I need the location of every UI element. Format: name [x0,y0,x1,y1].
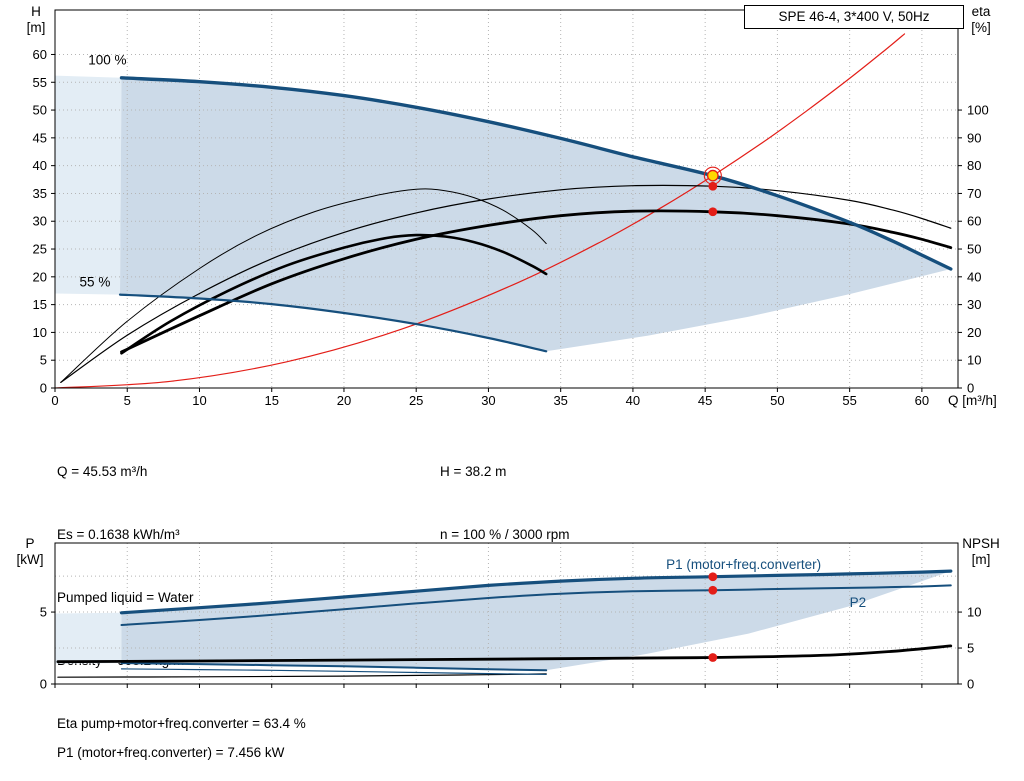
x-tick-label: 55 [842,393,856,408]
y-left-axis-title: [kW] [17,552,44,567]
y-right-tick-label: 50 [967,242,981,257]
p1-point [708,572,718,582]
eta-pump-curve-55 [60,188,547,383]
power-envelope-below-min-flow [55,612,122,664]
y-left-tick-label: 30 [33,214,47,229]
y-left-tick-label: 40 [33,158,47,173]
duty-point-ring [703,166,722,185]
npsh-point [708,653,718,662]
system-curve [54,33,906,389]
eta-pump-curve-100 [60,184,952,383]
x-tick-label: 35 [553,393,567,408]
operating-envelope [120,77,951,352]
y-left-tick-label: 5 [40,605,47,620]
y-right-tick-label: 100 [967,103,989,118]
duty-point[interactable] [706,169,719,182]
y-left-tick-label: 35 [33,186,47,201]
y-right-tick-label: 0 [967,381,974,396]
pump-curve-55 [118,293,548,353]
y-right-axis-title: eta [972,4,991,19]
y-left-tick-label: 0 [40,677,47,692]
y-left-tick-label: 45 [33,130,47,145]
p2-curve-55 [120,668,547,675]
x-tick-label: 0 [51,393,58,408]
x-axis-title: Q [m³/h] [948,393,997,408]
pump-title-box: SPE 46-4, 3*400 V, 50Hz [744,5,964,29]
power-operating-envelope [121,571,951,671]
y-right-tick-label: 30 [967,297,981,312]
info-q: Q = 45.53 m³/h [57,464,148,479]
p1-curve [119,569,953,615]
y-right-tick-label: 20 [967,325,981,340]
info-h: H = 38.2 m [440,464,507,479]
eta-total-curve-55 [120,233,548,355]
y-left-tick-label: 0 [40,381,47,396]
speed-label-55: 55 % [80,274,111,289]
y-right-tick-label: 10 [967,353,981,368]
power-npsh-chart: 0 5 0 5 10 P[kW] NPSH[m] P1 (motor+freq.convert… [17,536,1000,692]
y-left-tick-label: 20 [33,269,47,284]
y-right-tick-label: 60 [967,214,981,229]
plot-frame [54,542,959,685]
x-tick-label: 30 [481,393,495,408]
y-left-tick-label: 15 [33,297,47,312]
x-tick-label: 5 [124,393,131,408]
y-right-tick-label: 0 [967,677,974,692]
y-left-axis-title: H [31,4,41,19]
x-tick-label: 60 [915,393,929,408]
info-eta-total: Eta pump+motor+freq.converter = 63.4 % [57,716,306,731]
p2-curve [120,584,952,626]
x-tick-label: 15 [264,393,278,408]
info-pumped-liquid: Pumped liquid = Water [57,590,194,605]
npsh-curve [56,644,953,664]
plot-frame [54,9,959,389]
y-right-tick-label: 10 [967,605,981,620]
y-right-axis-title: NPSH [962,536,1000,551]
p1-curve-label: P1 (motor+freq.converter) [666,557,821,572]
x-tick-label: 50 [770,393,784,408]
duty-info-left: Q = 45.53 m³/h Es = 0.1638 kWh/m³ Pumped… [57,419,306,776]
y-right-tick-label: 70 [967,186,981,201]
y-right-tick-label: 5 [967,641,974,656]
x-tick-label: 45 [698,393,712,408]
p1-curve-55 [120,662,548,672]
y-right-axis-title: [m] [972,552,991,567]
p2-point [708,585,718,595]
y-left-tick-label: 10 [33,325,47,340]
eta-total-curve-100 [120,209,953,354]
info-p1: P1 (motor+freq.converter) = 7.456 kW [57,745,285,760]
y-left-tick-label: 5 [40,353,47,368]
pump-curve-100 [119,76,953,271]
envelope-below-min-flow [55,75,122,295]
y-right-tick-label: 90 [967,130,981,145]
y-left-axis-title: [m] [27,20,46,35]
y-left-axis-title: P [25,536,34,551]
speed-label-100: 100 % [88,52,126,67]
hq-eta-chart: 0510152025303540455055600102030405060708… [27,4,997,408]
y-right-tick-label: 80 [967,158,981,173]
x-tick-label: 20 [337,393,351,408]
x-tick-label: 25 [409,393,423,408]
y-left-tick-label: 50 [33,103,47,118]
y-right-tick-label: 40 [967,269,981,284]
info-es: Es = 0.1638 kWh/m³ [57,527,180,542]
eta-total-point [708,207,718,217]
x-tick-label: 10 [192,393,206,408]
y-left-tick-label: 60 [33,47,47,62]
power-info: P1 (motor+freq.converter) = 7.456 kW P2 … [57,700,284,781]
y-left-tick-label: 55 [33,75,47,90]
y-left-tick-label: 25 [33,242,47,257]
x-tick-label: 40 [626,393,640,408]
npsh-curve-55 [57,673,547,678]
p2-curve-label: P2 [850,595,867,610]
info-speed: n = 100 % / 3000 rpm [440,527,570,542]
y-right-axis-title: [%] [971,20,991,35]
pump-title: SPE 46-4, 3*400 V, 50Hz [778,9,930,24]
